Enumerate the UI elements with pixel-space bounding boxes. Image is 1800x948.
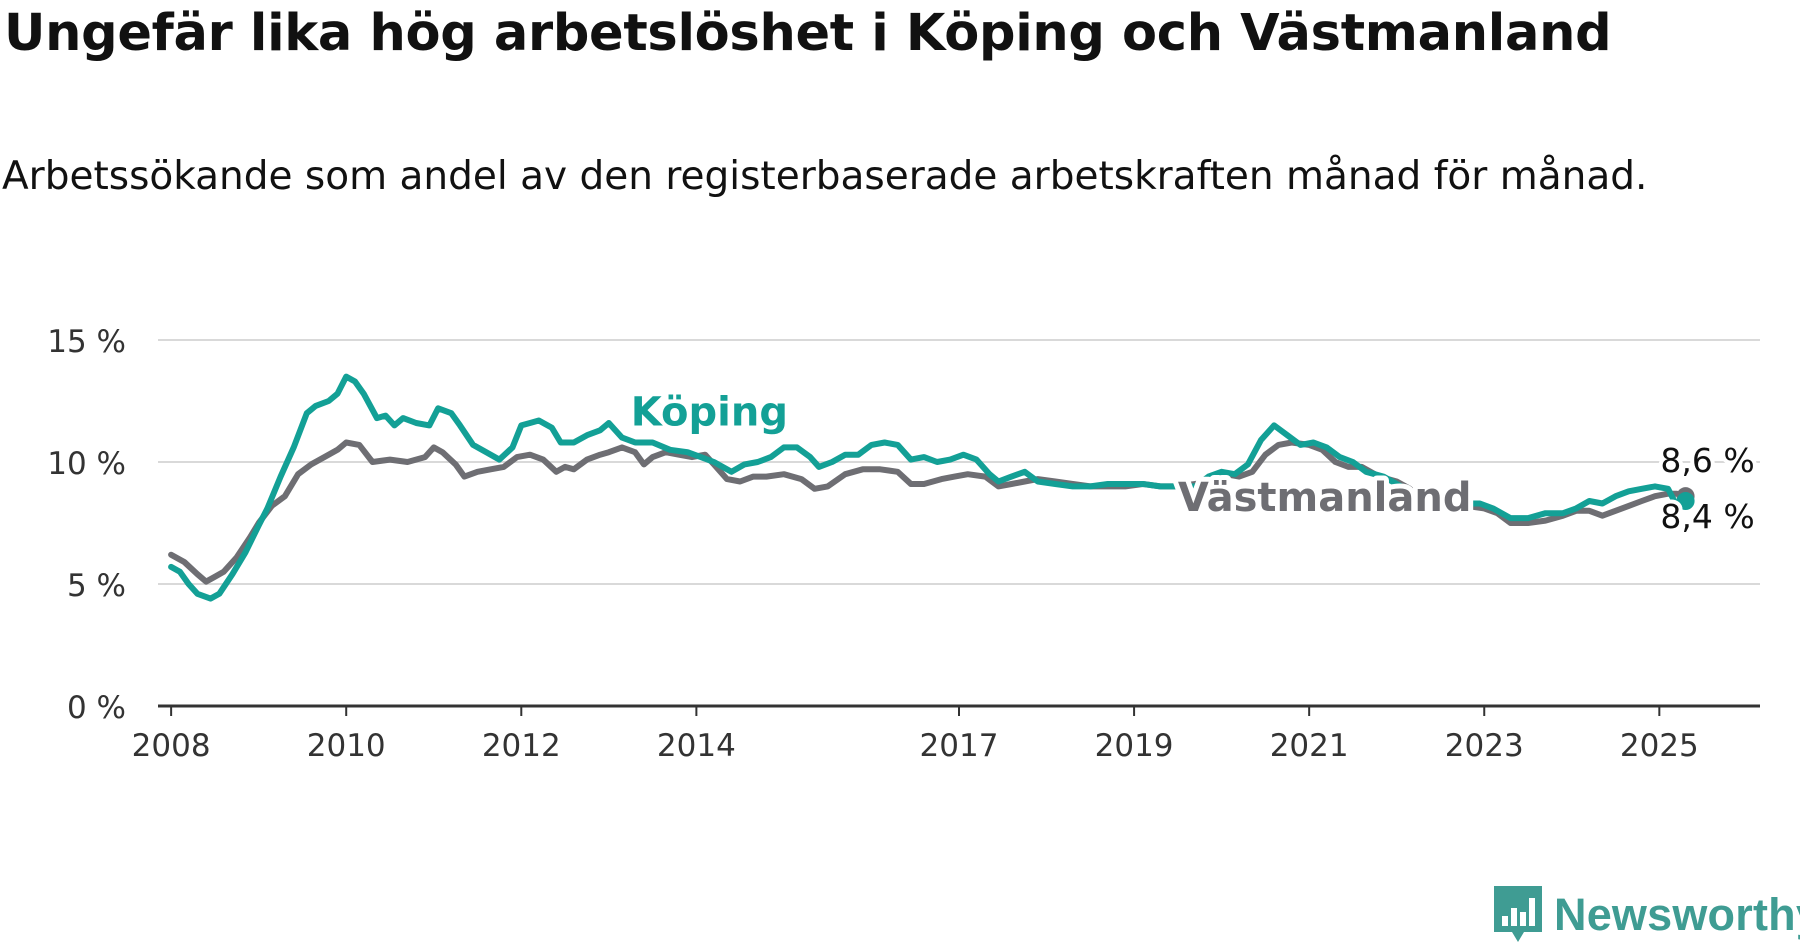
x-tick-label: 2023: [1445, 728, 1524, 764]
end-value-label: 8,4 %: [1660, 497, 1754, 536]
series-lines: [168, 373, 1695, 602]
x-tick-label: 2010: [307, 728, 386, 764]
chart-subtitle: Arbetssökande som andel av den registerb…: [2, 154, 1648, 199]
x-tick-label: 2025: [1620, 728, 1699, 764]
newsworthy-logo: Newsworthy: [1494, 886, 1800, 944]
brand-name: Newsworthy: [1554, 889, 1800, 940]
x-tick-label: 2021: [1270, 728, 1349, 764]
grid-lines: [158, 339, 1760, 585]
y-tick-label: 5 %: [67, 568, 126, 604]
chart-title: Ungefär lika hög arbetslöshet i Köping o…: [4, 4, 1612, 63]
y-tick-label: 15 %: [47, 324, 126, 360]
x-tick-label: 2008: [132, 728, 211, 764]
bar-chart-speech-bubble-icon: [1494, 886, 1542, 942]
series-label: Västmanland: [1178, 475, 1472, 521]
x-tick-label: 2017: [920, 728, 999, 764]
x-tick-label: 2014: [657, 728, 736, 764]
end-point-marker: [1676, 492, 1695, 511]
x-tick-label: 2019: [1095, 728, 1174, 764]
series-label: Köping: [631, 389, 788, 435]
series-labels: Köping Västmanland 8,6 % 8,4 %: [626, 384, 1759, 539]
series-line-k-ping: [168, 373, 1689, 602]
y-tick-label: 10 %: [47, 446, 126, 482]
x-tick-label: 2012: [482, 728, 561, 764]
y-tick-label: 0 %: [67, 690, 126, 726]
end-value-label: 8,6 %: [1660, 441, 1754, 480]
y-axis-tick-labels: 0 % 5 % 10 % 15 %: [47, 324, 126, 726]
x-axis: 2008 2010 2012 2014 2017 2019 2021 2023 2025: [132, 704, 1760, 764]
